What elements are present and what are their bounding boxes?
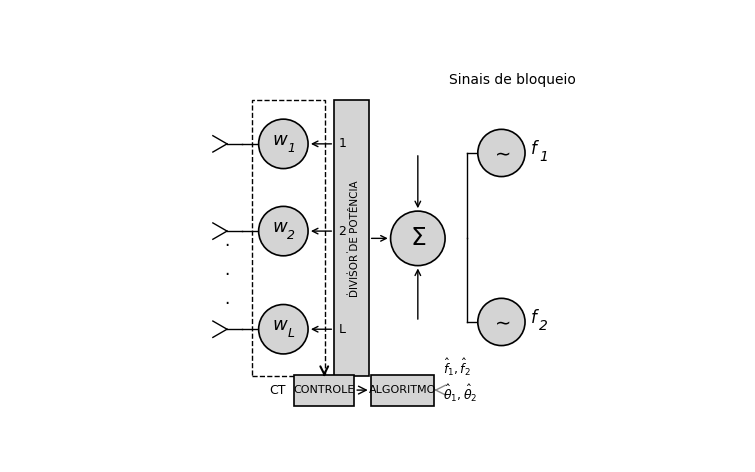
Text: 1: 1 (338, 137, 347, 151)
Text: L: L (338, 323, 346, 336)
Bar (334, 100, 368, 377)
Text: $\Sigma$: $\Sigma$ (410, 227, 426, 250)
Text: 2: 2 (288, 229, 295, 242)
Text: w: w (273, 130, 287, 149)
Circle shape (478, 298, 525, 346)
Bar (371, 375, 434, 405)
Circle shape (259, 206, 308, 256)
Circle shape (259, 304, 308, 354)
Text: $\hat{f}_1, \hat{f}_2$: $\hat{f}_1, \hat{f}_2$ (443, 357, 471, 378)
Text: ·
·
·: · · · (344, 247, 348, 302)
Text: $\sim$: $\sim$ (492, 312, 511, 331)
Text: 1: 1 (539, 150, 547, 164)
Text: $\sim$: $\sim$ (492, 143, 511, 162)
Circle shape (478, 129, 525, 177)
Text: 1: 1 (288, 142, 295, 155)
Text: Sinais de bloqueio: Sinais de bloqueio (449, 73, 576, 87)
Text: L: L (288, 327, 295, 340)
Text: DIVISOR DE POTÊNCIA: DIVISOR DE POTÊNCIA (350, 180, 360, 297)
Text: f: f (531, 309, 536, 327)
Text: 2: 2 (539, 320, 547, 333)
Bar (252, 100, 325, 377)
Bar (294, 375, 354, 405)
Text: 2: 2 (338, 225, 347, 237)
Text: w: w (273, 218, 287, 236)
Text: CT: CT (270, 384, 286, 397)
Text: ALGORITMO: ALGORITMO (368, 385, 436, 395)
Text: ·
·
·: · · · (224, 236, 230, 313)
Text: w: w (273, 316, 287, 334)
Circle shape (259, 119, 308, 169)
Text: $\hat{\theta}_1, \hat{\theta}_2$: $\hat{\theta}_1, \hat{\theta}_2$ (443, 383, 478, 405)
Text: f: f (531, 140, 536, 158)
Circle shape (390, 211, 445, 266)
Text: CONTROLE: CONTROLE (294, 385, 355, 395)
